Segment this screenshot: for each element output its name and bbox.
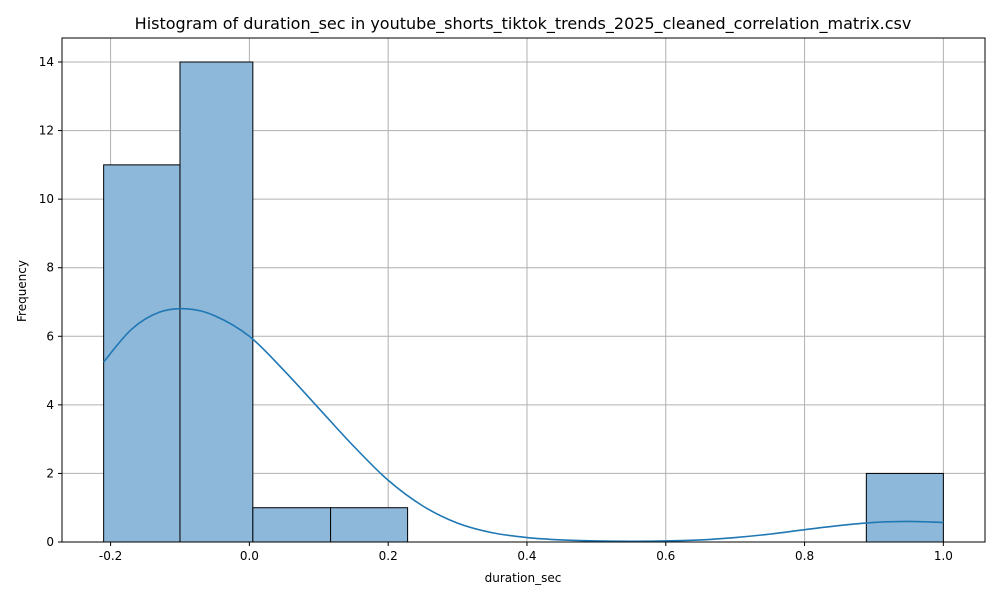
histogram-bar bbox=[103, 164, 181, 543]
chart-title: Histogram of duration_sec in youtube_sho… bbox=[135, 14, 912, 34]
y-tick-label: 10 bbox=[39, 192, 54, 206]
y-axis-ticks: 0 2 4 6 8 10 12 14 bbox=[39, 55, 62, 549]
x-axis-ticks: -0.2 0.0 0.2 0.4 0.6 0.8 1.0 bbox=[99, 542, 953, 563]
histogram-bars bbox=[103, 61, 944, 543]
plot-area-frame bbox=[61, 37, 986, 543]
y-axis-label: Frequency bbox=[15, 260, 29, 322]
x-tick-label: 0.6 bbox=[656, 549, 675, 563]
y-tick-label: 0 bbox=[46, 535, 54, 549]
x-tick-label: -0.2 bbox=[99, 549, 122, 563]
y-tick-label: 6 bbox=[46, 329, 54, 343]
y-tick-label: 12 bbox=[39, 124, 54, 138]
x-tick-label: 0.4 bbox=[517, 549, 536, 563]
kde-curve bbox=[103, 307, 944, 543]
histogram-bar bbox=[330, 507, 409, 543]
y-tick-label: 8 bbox=[46, 261, 54, 275]
x-tick-label: 0.2 bbox=[379, 549, 398, 563]
x-tick-label: 0.8 bbox=[795, 549, 814, 563]
histogram-bar bbox=[865, 472, 944, 543]
x-tick-label: 1.0 bbox=[934, 549, 953, 563]
x-axis-label: duration_sec bbox=[485, 571, 562, 585]
y-tick-label: 4 bbox=[46, 398, 54, 412]
x-tick-label: 0.0 bbox=[240, 549, 259, 563]
y-tick-label: 14 bbox=[39, 55, 54, 69]
y-tick-label: 2 bbox=[46, 466, 54, 480]
histogram-bar bbox=[252, 507, 332, 543]
histogram-bar bbox=[179, 61, 254, 543]
